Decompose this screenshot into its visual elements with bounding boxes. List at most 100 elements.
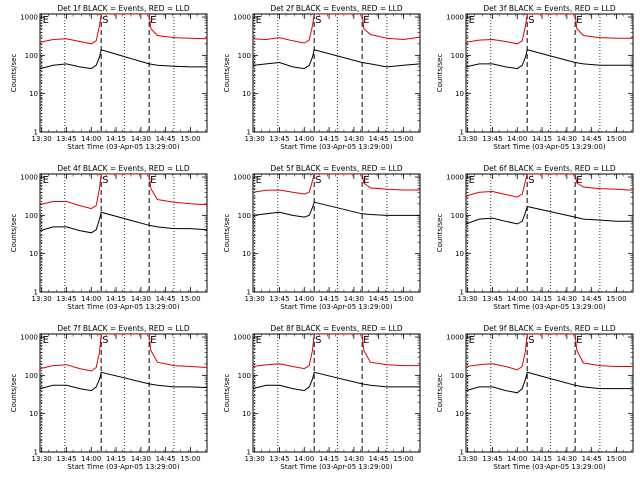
x-tick-label: 13:30 xyxy=(32,135,52,143)
plot-frame xyxy=(252,333,421,453)
x-tick-label: 14:00 xyxy=(507,455,527,463)
y-tick-label: 10 xyxy=(29,410,38,418)
x-tick-label: 13:30 xyxy=(458,135,478,143)
x-tick-label: 13:30 xyxy=(32,455,52,463)
x-tick-label: 14:30 xyxy=(344,295,364,303)
y-tick-label: 100 xyxy=(238,52,251,60)
plot-frame xyxy=(252,173,421,293)
x-tick-label: 13:45 xyxy=(482,295,502,303)
y-axis-label: Counts/sec xyxy=(223,54,231,93)
x-tick-label: 14:30 xyxy=(344,135,364,143)
y-tick-label: 1000 xyxy=(446,14,464,22)
lld-series-line xyxy=(466,14,633,45)
chart-svg: Det 4f BLACK = Events, RED = LLD 1 10 100 10… xyxy=(10,164,208,311)
x-tick-label: 13:45 xyxy=(269,135,289,143)
x-axis-label: Start Time (03-Apr-05 13:29:00) xyxy=(280,463,392,471)
y-tick-label: 100 xyxy=(25,372,38,380)
y-tick-label: 10 xyxy=(455,250,464,258)
y-axis-label: Counts/sec xyxy=(223,374,231,413)
y-axis-label: Counts/sec xyxy=(10,374,18,413)
event-marker-label: E xyxy=(576,15,582,26)
panel-title: Det 9f BLACK = Events, RED = LLD xyxy=(483,324,616,333)
detector-panel: Det 7f BLACK = Events, RED = LLD 1 10 100 10… xyxy=(0,320,213,480)
detector-panel: Det 4f BLACK = Events, RED = LLD 1 10 100 10… xyxy=(0,160,213,320)
y-tick-label: 100 xyxy=(451,372,464,380)
x-tick-label: 14:15 xyxy=(532,295,552,303)
event-marker-label: E xyxy=(363,15,369,26)
x-tick-label: 13:30 xyxy=(245,455,265,463)
event-marker-label: E xyxy=(576,335,582,346)
events-series-line xyxy=(466,205,633,225)
x-tick-label: 14:00 xyxy=(294,135,314,143)
event-marker-label: S xyxy=(315,15,321,26)
y-tick-label: 1000 xyxy=(20,14,38,22)
event-marker-label: S xyxy=(528,335,534,346)
event-marker-label: E xyxy=(256,175,262,186)
y-axis-label: Counts/sec xyxy=(436,214,444,253)
detector-panel: Det 5f BLACK = Events, RED = LLD 1 10 100 10… xyxy=(213,160,426,320)
event-marker-label: E xyxy=(363,335,369,346)
y-tick-label: 1000 xyxy=(233,14,251,22)
lld-series-line xyxy=(40,174,207,210)
event-marker-label: E xyxy=(43,175,49,186)
lld-series-line xyxy=(466,334,633,371)
detector-panel: Det 6f BLACK = Events, RED = LLD 1 10 100 10… xyxy=(426,160,639,320)
x-tick-label: 15:00 xyxy=(180,135,200,143)
event-marker-label: E xyxy=(150,175,156,186)
y-tick-label: 1 xyxy=(460,129,464,137)
event-marker-label: E xyxy=(43,15,49,26)
x-axis-label: Start Time (03-Apr-05 13:29:00) xyxy=(493,143,605,151)
y-tick-label: 100 xyxy=(25,212,38,220)
x-tick-label: 14:00 xyxy=(81,295,101,303)
x-tick-label: 14:30 xyxy=(557,135,577,143)
detector-panel: Det 2f BLACK = Events, RED = LLD 1 10 100 10… xyxy=(213,0,426,160)
x-tick-label: 14:00 xyxy=(507,295,527,303)
x-tick-label: 13:30 xyxy=(245,135,265,143)
x-tick-label: 14:45 xyxy=(369,135,389,143)
y-tick-label: 100 xyxy=(451,212,464,220)
x-tick-label: 14:15 xyxy=(319,455,339,463)
event-marker-label: E xyxy=(363,175,369,186)
panel-title: Det 5f BLACK = Events, RED = LLD xyxy=(270,164,403,173)
events-series-line xyxy=(253,371,420,392)
chart-svg: Det 5f BLACK = Events, RED = LLD 1 10 100 10… xyxy=(223,164,421,311)
y-axis-label: Counts/sec xyxy=(10,214,18,253)
event-marker-label: S xyxy=(102,335,108,346)
x-tick-label: 14:45 xyxy=(156,455,176,463)
y-axis-label: Counts/sec xyxy=(436,374,444,413)
events-series-line xyxy=(466,371,633,394)
x-tick-label: 14:30 xyxy=(344,455,364,463)
y-tick-label: 100 xyxy=(238,372,251,380)
panel-title: Det 1f BLACK = Events, RED = LLD xyxy=(57,4,190,13)
x-tick-label: 13:45 xyxy=(482,455,502,463)
lld-series-line xyxy=(253,14,420,44)
x-axis-label: Start Time (03-Apr-05 13:29:00) xyxy=(67,463,179,471)
y-tick-label: 1 xyxy=(460,449,464,457)
x-tick-label: 14:15 xyxy=(532,455,552,463)
y-tick-label: 1000 xyxy=(233,334,251,342)
y-tick-label: 10 xyxy=(455,410,464,418)
x-tick-label: 14:00 xyxy=(294,295,314,303)
x-tick-label: 14:45 xyxy=(369,295,389,303)
x-tick-label: 13:30 xyxy=(32,295,52,303)
x-axis-label: Start Time (03-Apr-05 13:29:00) xyxy=(493,303,605,311)
panel-title: Det 8f BLACK = Events, RED = LLD xyxy=(270,324,403,333)
x-tick-label: 13:30 xyxy=(245,295,265,303)
x-tick-label: 14:30 xyxy=(557,455,577,463)
plot-frame xyxy=(252,13,421,133)
x-tick-label: 14:00 xyxy=(81,135,101,143)
y-tick-label: 1 xyxy=(247,129,251,137)
y-tick-label: 100 xyxy=(451,52,464,60)
detector-panel: Det 8f BLACK = Events, RED = LLD 1 10 100 10… xyxy=(213,320,426,480)
y-tick-label: 1 xyxy=(34,289,38,297)
event-marker-label: S xyxy=(315,175,321,186)
y-tick-label: 1 xyxy=(247,289,251,297)
x-tick-label: 14:30 xyxy=(131,135,151,143)
detector-panel: Det 1f BLACK = Events, RED = LLD 1 10 100 10… xyxy=(0,0,213,160)
x-tick-label: 13:45 xyxy=(56,455,76,463)
y-tick-label: 1 xyxy=(34,129,38,137)
lld-series-line xyxy=(466,174,633,198)
plot-frame xyxy=(39,173,208,293)
events-series-line xyxy=(253,201,420,218)
